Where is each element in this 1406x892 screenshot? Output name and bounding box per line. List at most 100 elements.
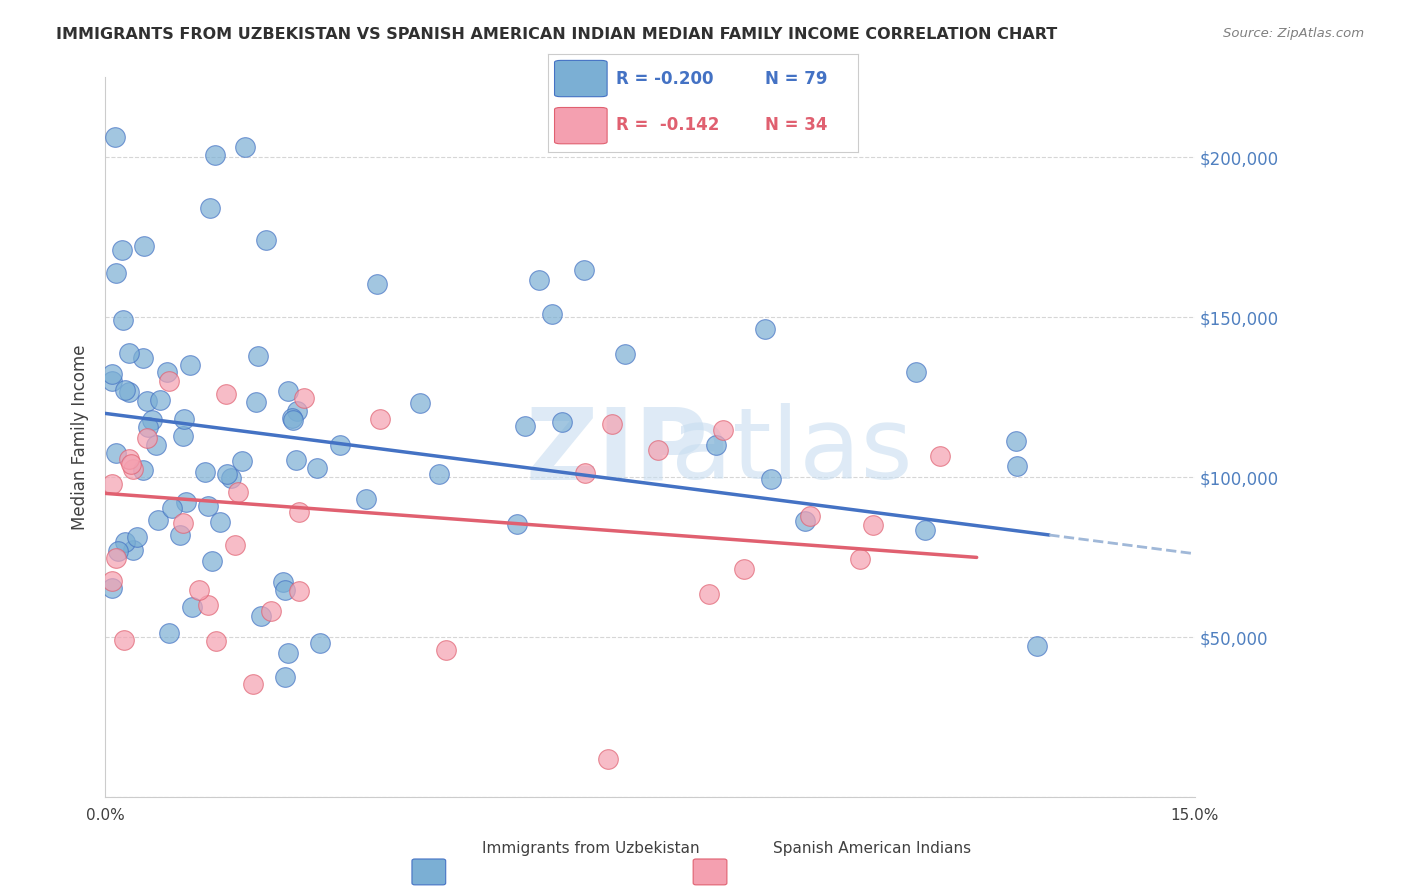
Point bbox=[179, 358, 201, 372]
Point bbox=[250, 609, 273, 624]
Point bbox=[711, 423, 734, 437]
Point bbox=[132, 351, 155, 365]
Point bbox=[427, 467, 450, 481]
Point bbox=[194, 465, 217, 479]
Point bbox=[172, 429, 194, 443]
Text: N = 34: N = 34 bbox=[765, 116, 827, 134]
Point bbox=[929, 449, 952, 463]
Point bbox=[505, 516, 527, 531]
Point bbox=[541, 307, 564, 321]
Point bbox=[122, 462, 145, 476]
Point bbox=[156, 365, 179, 379]
Point bbox=[172, 516, 194, 531]
Text: Source: ZipAtlas.com: Source: ZipAtlas.com bbox=[1223, 27, 1364, 40]
Point bbox=[112, 313, 135, 327]
Text: atlas: atlas bbox=[671, 403, 912, 500]
Point bbox=[112, 632, 135, 647]
Point bbox=[551, 416, 574, 430]
Point bbox=[1004, 434, 1026, 449]
Point bbox=[904, 365, 927, 379]
Y-axis label: Median Family Income: Median Family Income bbox=[72, 344, 89, 530]
Point bbox=[1026, 639, 1049, 653]
Point bbox=[1007, 458, 1029, 473]
Point bbox=[513, 418, 536, 433]
Point bbox=[107, 544, 129, 558]
Point bbox=[118, 452, 141, 467]
Point bbox=[215, 387, 238, 401]
Point bbox=[118, 346, 141, 360]
Point bbox=[914, 523, 936, 537]
Point bbox=[260, 604, 283, 618]
Point bbox=[527, 273, 550, 287]
Point bbox=[160, 500, 183, 515]
Point bbox=[245, 395, 267, 409]
Point bbox=[136, 419, 159, 434]
Point bbox=[354, 492, 377, 507]
Point bbox=[148, 393, 170, 408]
Point bbox=[145, 438, 167, 452]
Point bbox=[120, 457, 142, 471]
Point bbox=[125, 529, 148, 543]
Point bbox=[197, 598, 219, 612]
Point bbox=[132, 463, 155, 477]
Point bbox=[118, 385, 141, 400]
Point bbox=[329, 438, 352, 452]
Text: Immigrants from Uzbekistan: Immigrants from Uzbekistan bbox=[482, 841, 699, 856]
Point bbox=[224, 538, 246, 552]
Point bbox=[281, 412, 304, 426]
Point bbox=[101, 367, 124, 381]
Point bbox=[101, 574, 124, 588]
Point bbox=[273, 575, 295, 590]
Point bbox=[287, 404, 309, 418]
Point bbox=[197, 499, 219, 513]
Point bbox=[217, 467, 239, 482]
Point bbox=[288, 505, 311, 519]
Point bbox=[697, 587, 720, 601]
Point bbox=[105, 551, 128, 566]
Point bbox=[574, 466, 596, 480]
Point bbox=[198, 201, 221, 215]
Point bbox=[733, 562, 755, 576]
Point bbox=[187, 583, 209, 598]
Point bbox=[794, 514, 817, 528]
Point bbox=[849, 552, 872, 566]
Text: N = 79: N = 79 bbox=[765, 70, 827, 88]
Point bbox=[308, 636, 330, 650]
Point bbox=[134, 238, 156, 252]
Point bbox=[101, 581, 124, 595]
Point bbox=[180, 599, 202, 614]
Point bbox=[366, 277, 388, 291]
Text: IMMIGRANTS FROM UZBEKISTAN VS SPANISH AMERICAN INDIAN MEDIAN FAMILY INCOME CORRE: IMMIGRANTS FROM UZBEKISTAN VS SPANISH AM… bbox=[56, 27, 1057, 42]
Point bbox=[114, 535, 136, 549]
Point bbox=[409, 396, 432, 410]
Point bbox=[596, 752, 619, 766]
Point bbox=[647, 442, 669, 457]
Point bbox=[254, 233, 277, 247]
Point bbox=[277, 384, 299, 398]
Point bbox=[799, 509, 821, 524]
Point bbox=[173, 412, 195, 426]
FancyBboxPatch shape bbox=[554, 108, 607, 144]
Text: R =  -0.142: R = -0.142 bbox=[616, 116, 720, 134]
Point bbox=[228, 484, 250, 499]
Point bbox=[157, 375, 180, 389]
Point bbox=[288, 583, 311, 598]
Point bbox=[572, 263, 595, 277]
Point bbox=[122, 543, 145, 558]
Point bbox=[242, 677, 264, 691]
Point bbox=[862, 518, 884, 533]
Point bbox=[136, 394, 159, 409]
Point bbox=[135, 430, 157, 444]
Point bbox=[111, 243, 134, 257]
Point bbox=[368, 412, 391, 426]
Point bbox=[146, 513, 169, 527]
Point bbox=[754, 322, 776, 336]
Point bbox=[104, 129, 127, 144]
Point bbox=[208, 516, 231, 530]
Text: Spanish American Indians: Spanish American Indians bbox=[773, 841, 970, 856]
Point bbox=[219, 470, 242, 484]
Point bbox=[274, 670, 297, 684]
Point bbox=[280, 410, 302, 425]
Point bbox=[114, 384, 136, 398]
Point bbox=[101, 477, 124, 491]
